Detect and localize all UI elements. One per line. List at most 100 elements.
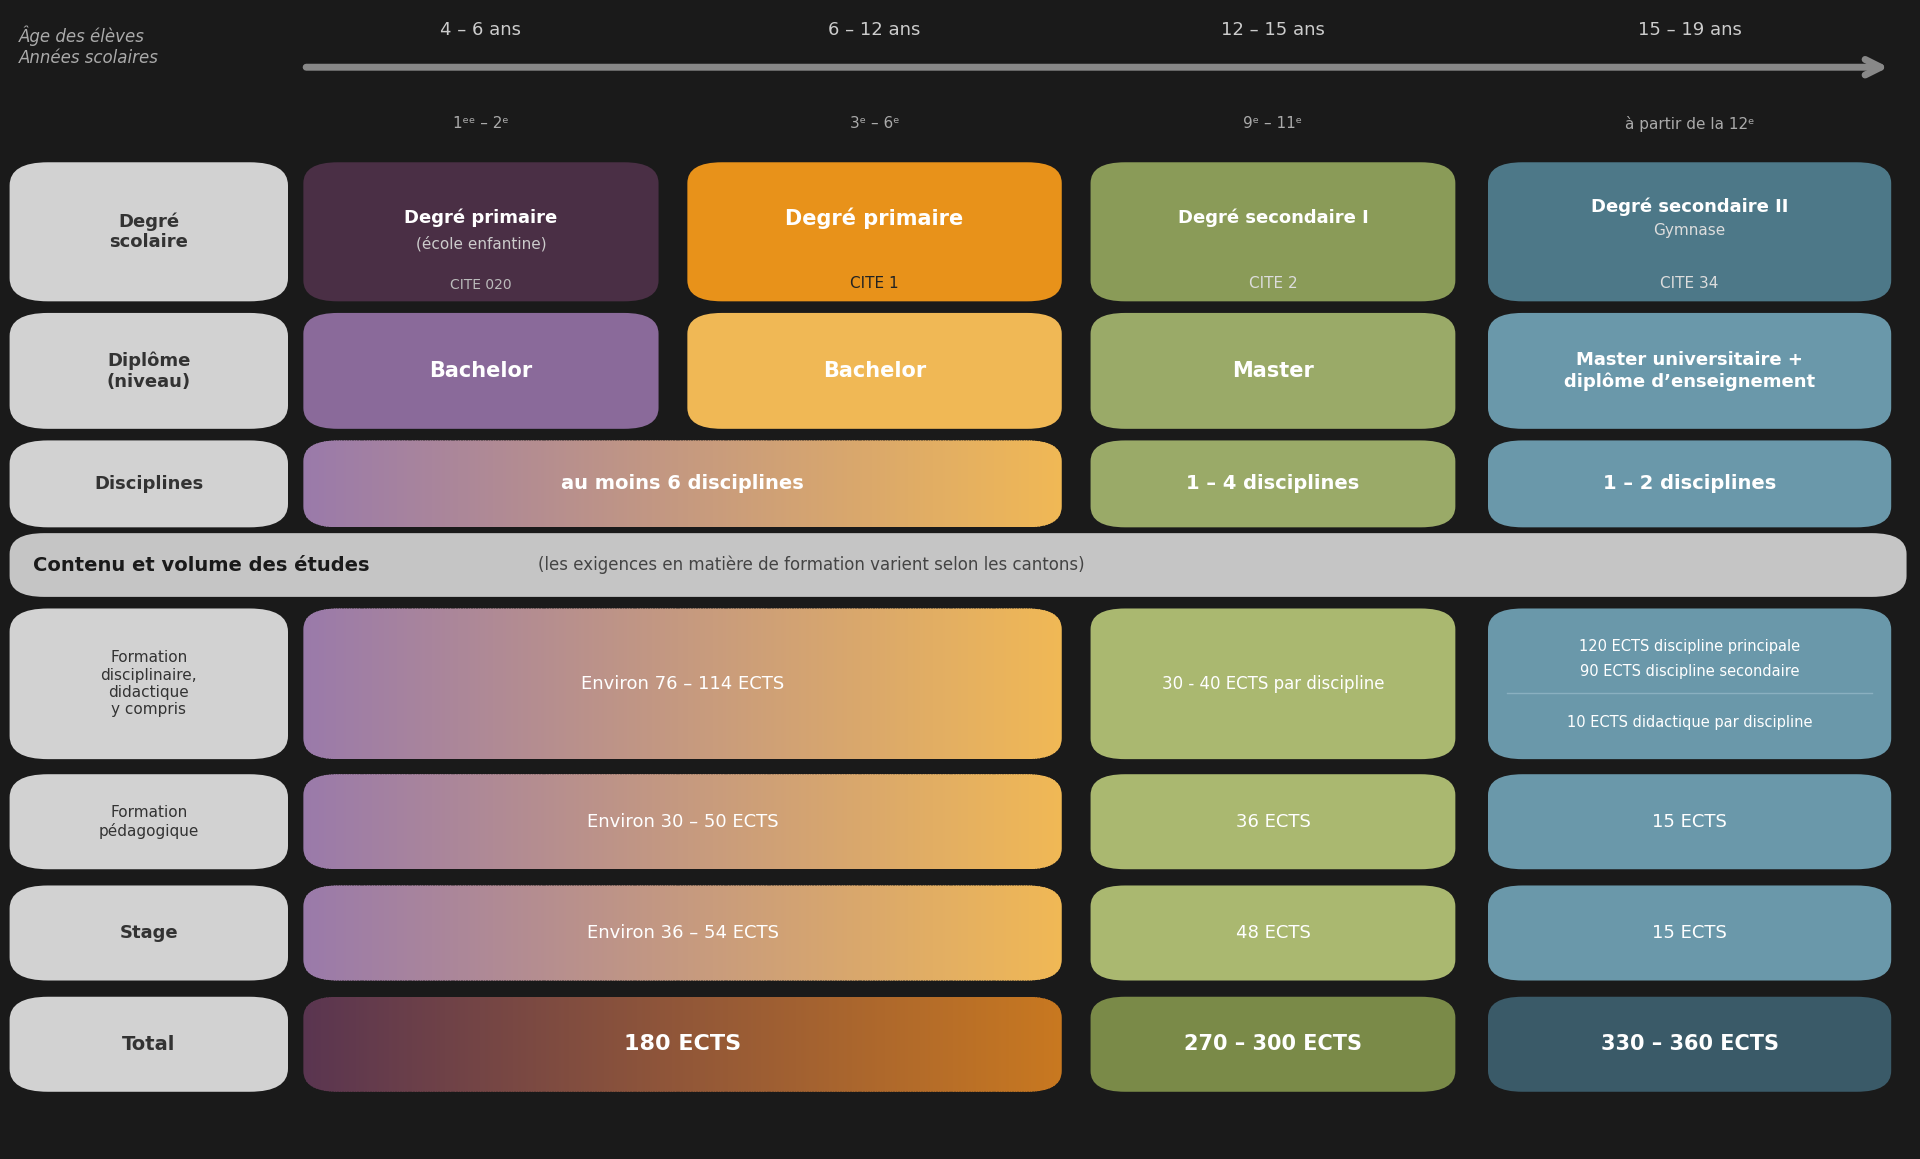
Bar — [1000, 997, 1004, 1092]
Text: Degré secondaire I: Degré secondaire I — [1177, 209, 1369, 227]
Bar — [397, 608, 401, 759]
Bar — [442, 885, 445, 981]
Bar — [975, 997, 979, 1092]
Bar — [472, 440, 476, 527]
FancyBboxPatch shape — [687, 162, 1062, 301]
Bar — [1037, 997, 1041, 1092]
Bar — [678, 774, 682, 869]
Bar — [927, 997, 931, 1092]
Bar — [910, 997, 914, 1092]
Bar — [376, 774, 380, 869]
FancyBboxPatch shape — [1091, 774, 1455, 869]
Bar — [1056, 997, 1060, 1092]
Bar — [338, 774, 342, 869]
Bar — [758, 774, 762, 869]
Bar — [641, 440, 645, 527]
Bar — [972, 997, 973, 1092]
Text: Diplôme
(niveau): Diplôme (niveau) — [108, 351, 190, 391]
Bar — [893, 885, 897, 981]
Bar — [432, 608, 436, 759]
Text: 48 ECTS: 48 ECTS — [1236, 924, 1309, 942]
Bar — [620, 440, 622, 527]
Bar — [359, 608, 363, 759]
Bar — [1008, 608, 1012, 759]
Bar — [449, 997, 453, 1092]
Bar — [624, 885, 628, 981]
Bar — [806, 885, 810, 981]
Bar — [399, 774, 403, 869]
Bar — [541, 608, 545, 759]
Bar — [586, 885, 589, 981]
Text: Degré primaire: Degré primaire — [405, 209, 557, 227]
Bar — [317, 885, 319, 981]
Bar — [374, 608, 378, 759]
Bar — [397, 774, 401, 869]
Bar — [470, 774, 474, 869]
Bar — [877, 885, 881, 981]
Bar — [958, 608, 962, 759]
Bar — [797, 440, 801, 527]
Bar — [668, 997, 670, 1092]
Bar — [981, 997, 985, 1092]
Bar — [516, 997, 518, 1092]
Bar — [1060, 997, 1062, 1092]
Bar — [1035, 440, 1037, 527]
Bar — [551, 997, 555, 1092]
Bar — [728, 774, 732, 869]
Bar — [664, 997, 668, 1092]
Bar — [620, 997, 622, 1092]
Bar — [741, 440, 745, 527]
Bar — [789, 440, 793, 527]
Bar — [597, 885, 601, 981]
Bar — [1044, 440, 1048, 527]
Bar — [607, 608, 611, 759]
Bar — [774, 885, 778, 981]
Bar — [401, 440, 405, 527]
Bar — [797, 997, 801, 1092]
Bar — [1031, 885, 1035, 981]
Bar — [369, 440, 372, 527]
Bar — [1052, 997, 1056, 1092]
Bar — [780, 997, 781, 1092]
Bar — [1029, 885, 1033, 981]
Bar — [1031, 997, 1035, 1092]
Bar — [1027, 440, 1029, 527]
Bar — [428, 440, 430, 527]
Bar — [543, 774, 547, 869]
Bar — [434, 608, 438, 759]
Bar — [789, 608, 793, 759]
Bar — [1014, 774, 1018, 869]
Bar — [311, 440, 315, 527]
Bar — [895, 774, 899, 869]
Bar — [536, 608, 540, 759]
Bar — [1031, 608, 1035, 759]
Bar — [883, 440, 885, 527]
Bar — [559, 774, 563, 869]
Bar — [503, 885, 507, 981]
Bar — [712, 608, 716, 759]
FancyBboxPatch shape — [10, 774, 288, 869]
Bar — [780, 440, 781, 527]
Bar — [612, 885, 614, 981]
Bar — [601, 885, 605, 981]
Bar — [829, 608, 833, 759]
Bar — [847, 440, 851, 527]
Bar — [912, 774, 916, 869]
Bar — [783, 440, 787, 527]
Bar — [814, 440, 818, 527]
Bar — [774, 774, 778, 869]
Bar — [465, 608, 468, 759]
Bar — [559, 440, 563, 527]
Bar — [561, 440, 564, 527]
Bar — [716, 440, 718, 527]
Bar — [336, 997, 340, 1092]
Bar — [1035, 997, 1037, 1092]
Bar — [632, 440, 636, 527]
Bar — [303, 440, 307, 527]
Bar — [490, 608, 493, 759]
Bar — [897, 997, 900, 1092]
Bar — [589, 997, 593, 1092]
Bar — [937, 608, 941, 759]
Bar — [774, 440, 778, 527]
Bar — [676, 885, 678, 981]
